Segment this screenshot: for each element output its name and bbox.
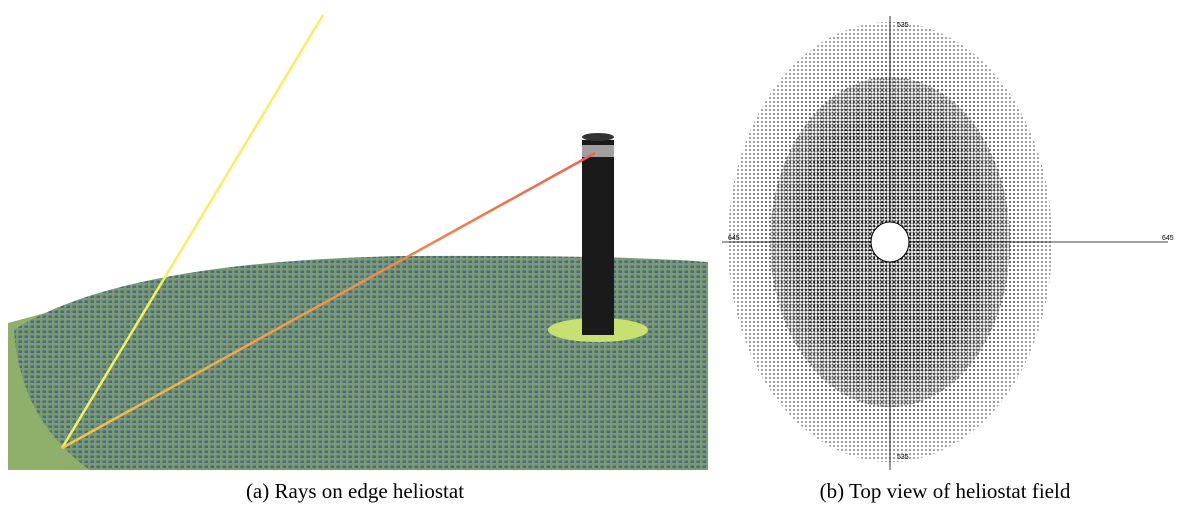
receiver — [582, 145, 614, 157]
figure-canvas: 535 535 645 645 (a) Rays on edge heliost… — [0, 0, 1179, 509]
caption-a: (a) Rays on edge heliostat — [246, 479, 464, 503]
axis-label-top: 535 — [897, 22, 909, 29]
axis-label-bottom: 535 — [897, 454, 909, 461]
panel-b-image: 535 535 645 645 — [722, 16, 1174, 470]
tower-top — [582, 133, 614, 141]
caption-b: (b) Top view of heliostat field — [820, 479, 1071, 503]
axis-label-right: 645 — [1162, 235, 1174, 242]
axis-label-left: 645 — [728, 235, 740, 242]
tower — [582, 140, 614, 335]
tower-hole — [871, 222, 909, 262]
figure: 535 535 645 645 (a) Rays on edge heliost… — [0, 0, 1179, 509]
panel-a-image — [8, 15, 708, 470]
